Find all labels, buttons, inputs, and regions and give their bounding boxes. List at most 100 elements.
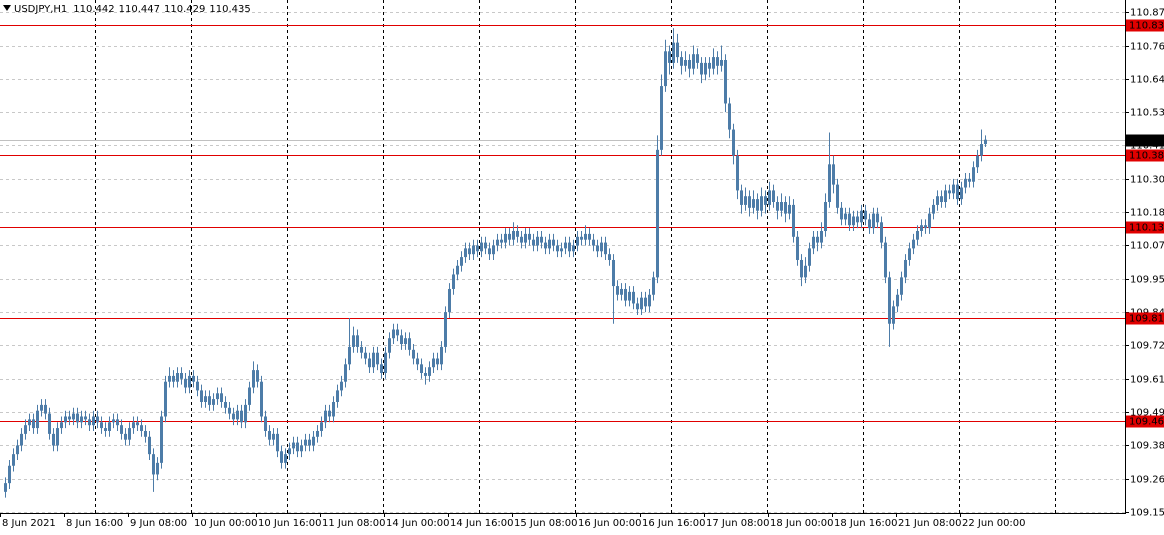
candle-body	[456, 265, 459, 275]
candle-body	[232, 413, 235, 420]
candle-body	[256, 370, 259, 382]
candle-body	[476, 245, 479, 252]
candle-body	[808, 248, 811, 266]
level-label-box	[1126, 221, 1164, 234]
candle-body	[348, 346, 351, 365]
candle-body	[508, 233, 511, 240]
candle-body	[292, 442, 295, 449]
candle-body	[52, 433, 55, 446]
candle-body	[816, 236, 819, 243]
candle-body	[468, 248, 471, 255]
candle-body	[100, 422, 103, 429]
candle-body	[408, 338, 411, 350]
candle-body	[576, 236, 579, 246]
candle-body	[964, 178, 967, 188]
candle-body	[136, 422, 139, 426]
candle-body	[752, 199, 755, 208]
candle-body	[84, 416, 87, 420]
candle-body	[4, 483, 7, 492]
candle-body	[764, 196, 767, 205]
candle-body	[684, 59, 687, 66]
candle-body	[552, 239, 555, 246]
candle-body	[116, 419, 119, 426]
candle-body	[896, 294, 899, 307]
candle-body	[872, 213, 875, 229]
candle-body	[400, 335, 403, 345]
candle-body	[936, 196, 939, 205]
x-tick-label: 22 Jun 00:00	[962, 518, 1026, 529]
candle-body	[864, 210, 867, 220]
level-label: 109.819	[1129, 314, 1164, 325]
candle-body	[628, 291, 631, 301]
candle-body	[304, 439, 307, 446]
candle-body	[580, 236, 583, 240]
candle-body	[564, 242, 567, 249]
candle-body	[800, 259, 803, 278]
candle-body	[196, 381, 199, 391]
candle-body	[436, 358, 439, 365]
candle-body	[956, 184, 959, 200]
candle-body	[204, 396, 207, 402]
candle-body	[264, 416, 267, 431]
candle-body	[16, 445, 19, 455]
candle-body	[120, 425, 123, 434]
candle-body	[608, 254, 611, 260]
candle-body	[908, 248, 911, 260]
candle-body	[548, 239, 551, 249]
candle-body	[484, 242, 487, 249]
header-value: 110.435	[209, 4, 250, 15]
candle-body	[648, 294, 651, 307]
candle-body	[812, 236, 815, 249]
candle-body	[472, 245, 475, 255]
header: USDJPY,H1 110.442 110.447 110.429 110.435	[3, 4, 251, 15]
candle-body	[932, 204, 935, 214]
candle-body	[868, 219, 871, 229]
candle-body	[284, 454, 287, 463]
candle-body	[692, 54, 695, 69]
candle-body	[220, 393, 223, 402]
candle-body	[488, 248, 491, 255]
candle-body	[20, 433, 23, 446]
x-tick-label: 16 Jun 16:00	[642, 518, 706, 529]
y-tick-label: 110.185	[1130, 208, 1164, 219]
candle-body	[336, 390, 339, 402]
candle-body	[396, 329, 399, 336]
candle-body	[64, 416, 67, 423]
candle-body	[60, 422, 63, 429]
x-tick-label: 16 Jun 00:00	[578, 518, 642, 529]
level-label: 110.383	[1129, 151, 1164, 162]
candle-body	[780, 202, 783, 211]
level-label-box	[1126, 19, 1164, 32]
candle-body	[428, 367, 431, 376]
candle-body	[192, 375, 195, 382]
x-tick-label: 14 Jun 00:00	[386, 518, 450, 529]
candle-body	[36, 410, 39, 429]
candle-body	[364, 352, 367, 359]
candle-body	[836, 184, 839, 208]
levels	[0, 25, 1125, 422]
y-tick-label: 109.150	[1130, 508, 1164, 519]
candle-body	[72, 413, 75, 420]
candle-body	[200, 390, 203, 402]
candle-body	[644, 297, 647, 307]
candle-body	[464, 248, 467, 258]
candle-body	[740, 190, 743, 205]
candle-body	[176, 373, 179, 382]
candle-body	[376, 352, 379, 365]
candle-body	[160, 416, 163, 463]
x-tick-label: 18 Jun 00:00	[770, 518, 834, 529]
candle-body	[404, 338, 407, 345]
candle-body	[588, 233, 591, 240]
candle-body	[912, 239, 915, 249]
candle-body	[516, 230, 519, 237]
candle-body	[104, 428, 107, 431]
candle-body	[268, 430, 271, 440]
candle-body	[676, 42, 679, 58]
candle-body	[528, 233, 531, 240]
candle-body	[876, 213, 879, 223]
x-tick-label: 8 Jun 2021	[2, 518, 56, 529]
candle-body	[208, 396, 211, 405]
candle-body	[556, 245, 559, 252]
